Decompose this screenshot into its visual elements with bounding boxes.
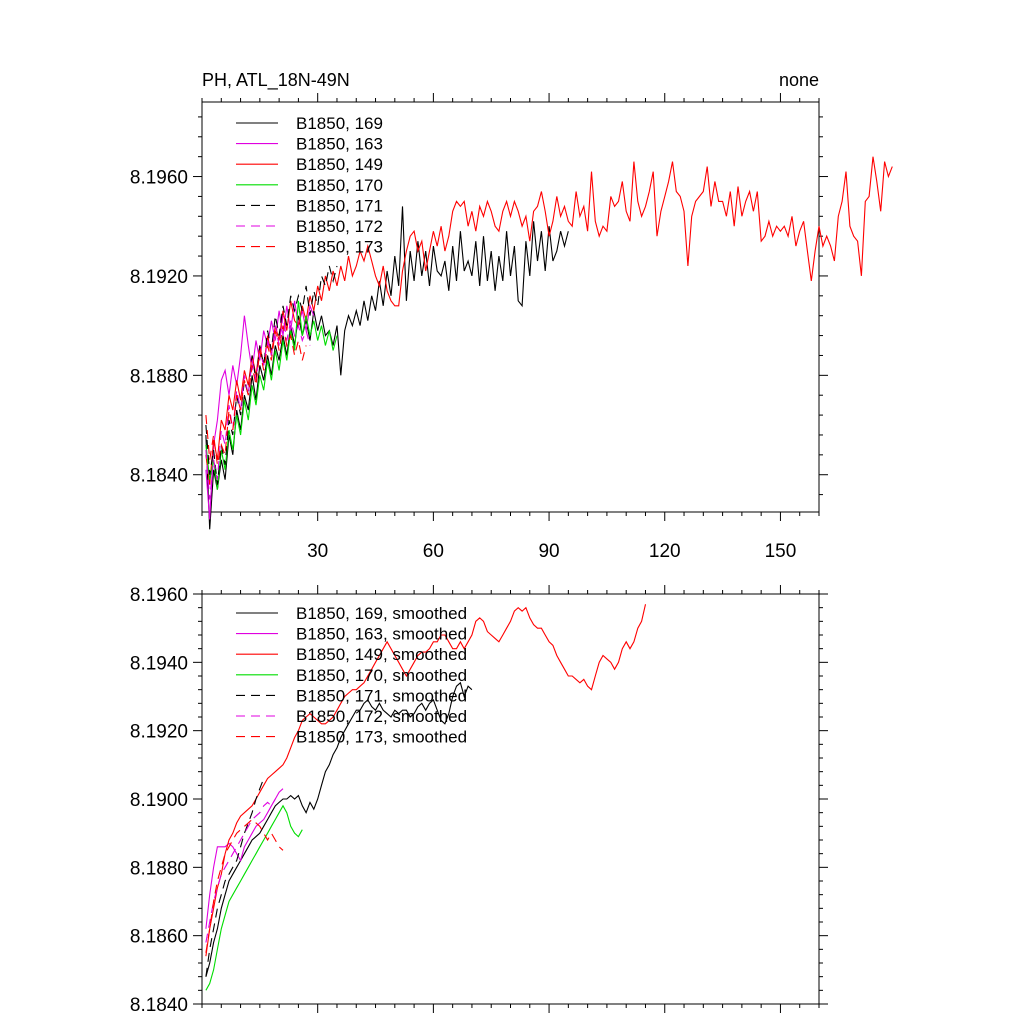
series-line [205, 681, 473, 977]
series-line [205, 788, 284, 929]
y-tick-label: 8.1880 [130, 366, 188, 387]
series-line [205, 206, 569, 530]
y-tick-label: 8.1860 [130, 927, 188, 948]
legend-entry: B1850, 169 [296, 114, 383, 133]
y-tick-label: 8.1840 [130, 466, 188, 487]
y-tick-label: 8.1880 [130, 858, 188, 879]
legend-entry: B1850, 149 [296, 155, 383, 174]
x-tick-label: 150 [765, 541, 797, 562]
y-tick-label: 8.1940 [130, 653, 188, 674]
series-line [205, 265, 338, 485]
series-line [205, 818, 284, 953]
legend-entry: B1850, 170, smoothed [296, 666, 467, 685]
series-line [205, 300, 315, 520]
top-panel: 8.1840 8.1880 8.1920 8.1960 30 60 90 120 150 PH, … [130, 70, 893, 562]
series-line [205, 156, 893, 485]
bottom-panel: 8.1840 8.1860 8.1880 8.1900 8.1920 8.1940 8.19… [130, 585, 828, 1016]
series-line [205, 325, 307, 465]
y-tick-label: 8.1920 [130, 722, 188, 743]
legend-entry: B1850, 149, smoothed [296, 645, 467, 664]
chart-title-right: none [779, 70, 819, 90]
y-tick-label: 8.1960 [130, 585, 188, 606]
x-tick-label: 90 [538, 541, 559, 562]
series-line [205, 798, 276, 943]
series-line [205, 604, 647, 957]
legend-entry: B1850, 163, smoothed [296, 625, 467, 644]
legend-entry: B1850, 169, smoothed [296, 604, 467, 623]
series-line [205, 804, 303, 991]
x-tick-label: 30 [307, 541, 328, 562]
y-tick-label: 8.1920 [130, 267, 188, 288]
legend-entry: B1850, 172 [296, 217, 383, 236]
legend-entry: B1850, 172, smoothed [296, 707, 467, 726]
series-line [205, 300, 338, 490]
y-tick-label: 8.1840 [130, 995, 188, 1016]
chart-title: PH, ATL_18N-49N [202, 70, 350, 91]
legend-entry: B1850, 173, smoothed [296, 728, 467, 747]
legend-entry: B1850, 170 [296, 176, 383, 195]
x-tick-label: 120 [649, 541, 681, 562]
legend-entry: B1850, 171 [296, 196, 383, 215]
legend-entry: B1850, 173 [296, 238, 383, 257]
legend-entry: B1850, 171, smoothed [296, 686, 467, 705]
x-tick-label: 60 [423, 541, 444, 562]
legend-entry: B1850, 163 [296, 135, 383, 154]
y-tick-label: 8.1960 [130, 168, 188, 189]
y-tick-label: 8.1900 [130, 790, 188, 811]
